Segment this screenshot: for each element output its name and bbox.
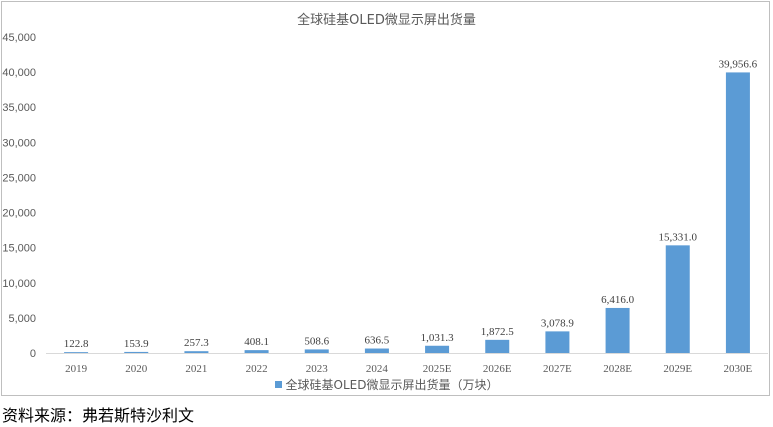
data-label-2026E: 1,872.5 xyxy=(481,326,515,338)
bar-2022 xyxy=(244,350,269,353)
bar-2019 xyxy=(64,352,89,353)
x-tick-label-2026E: 2026E xyxy=(483,363,512,375)
x-tick-label-2028E: 2028E xyxy=(603,363,632,375)
y-tick-label: 30,000 xyxy=(2,137,36,149)
bar-2023 xyxy=(304,349,329,353)
x-tick-label-2019: 2019 xyxy=(65,363,88,375)
bar-chart: 0 5,000 10,000 15,000 20,000 25,000 30,000 35,0… xyxy=(2,32,768,375)
y-tick-label: 40,000 xyxy=(2,67,36,79)
legend-label: 全球硅基OLED微显示屏出货量（万块） xyxy=(285,378,499,392)
data-label-2024: 636.5 xyxy=(365,335,390,347)
x-tick-label-2024: 2024 xyxy=(366,363,389,375)
bar-2029E xyxy=(665,245,690,353)
chart-title: 全球硅基OLED微显示屏出货量 xyxy=(297,13,476,28)
bar-2030E xyxy=(725,72,750,353)
x-tick-label-2021: 2021 xyxy=(185,363,207,375)
data-label-2022: 408.1 xyxy=(244,336,269,348)
bar-2028E xyxy=(605,307,630,353)
data-label-2020: 153.9 xyxy=(124,338,149,350)
y-tick-label: 35,000 xyxy=(2,102,36,114)
y-tick-label: 15,000 xyxy=(2,243,36,255)
data-labels: 122.8 153.9 257.3 408.1 508.6 636.5 1,031.3 1,8… xyxy=(64,58,758,350)
x-tick-label-2022: 2022 xyxy=(246,363,268,375)
x-tick-label-2025E: 2025E xyxy=(423,363,452,375)
y-tick-label: 0 xyxy=(30,348,36,360)
legend-swatch xyxy=(274,381,282,388)
x-tick-label-2030E: 2030E xyxy=(724,363,753,375)
bars xyxy=(64,72,750,353)
data-label-2027E: 3,078.9 xyxy=(541,317,575,329)
source-note: 资料来源：弗若斯特沙利文 xyxy=(2,406,195,425)
data-label-2025E: 1,031.3 xyxy=(421,332,455,344)
chart-frame xyxy=(1,1,770,396)
legend: 全球硅基OLED微显示屏出货量（万块） xyxy=(0,376,773,393)
data-label-2030E: 39,956.6 xyxy=(719,58,758,70)
bar-2021 xyxy=(184,351,209,353)
x-tick-label-2020: 2020 xyxy=(125,363,148,375)
bar-2024 xyxy=(364,348,389,353)
data-label-2019: 122.8 xyxy=(64,338,89,350)
data-label-2029E: 15,331.0 xyxy=(659,231,698,243)
data-label-2023: 508.6 xyxy=(304,335,329,347)
x-tick-label-2027E: 2027E xyxy=(543,363,572,375)
x-tick-label-2029E: 2029E xyxy=(663,363,692,375)
x-axis: 2019 2020 2021 2022 2023 2024 2025E 2026E 2027E 2… xyxy=(46,353,768,375)
data-label-2021: 257.3 xyxy=(184,337,209,349)
y-tick-label: 45,000 xyxy=(2,32,36,44)
y-axis: 0 5,000 10,000 15,000 20,000 25,000 30,000 35,0… xyxy=(2,32,36,360)
y-tick-label: 5,000 xyxy=(8,313,36,325)
y-tick-label: 10,000 xyxy=(2,278,36,290)
data-label-2028E: 6,416.0 xyxy=(601,294,635,306)
bar-2020 xyxy=(124,351,149,353)
x-tick-label-2023: 2023 xyxy=(306,363,329,375)
y-tick-label: 20,000 xyxy=(2,208,36,220)
bar-2025E xyxy=(425,345,450,353)
bar-2027E xyxy=(545,331,570,353)
y-tick-label: 25,000 xyxy=(2,172,36,184)
bar-2026E xyxy=(485,339,510,353)
